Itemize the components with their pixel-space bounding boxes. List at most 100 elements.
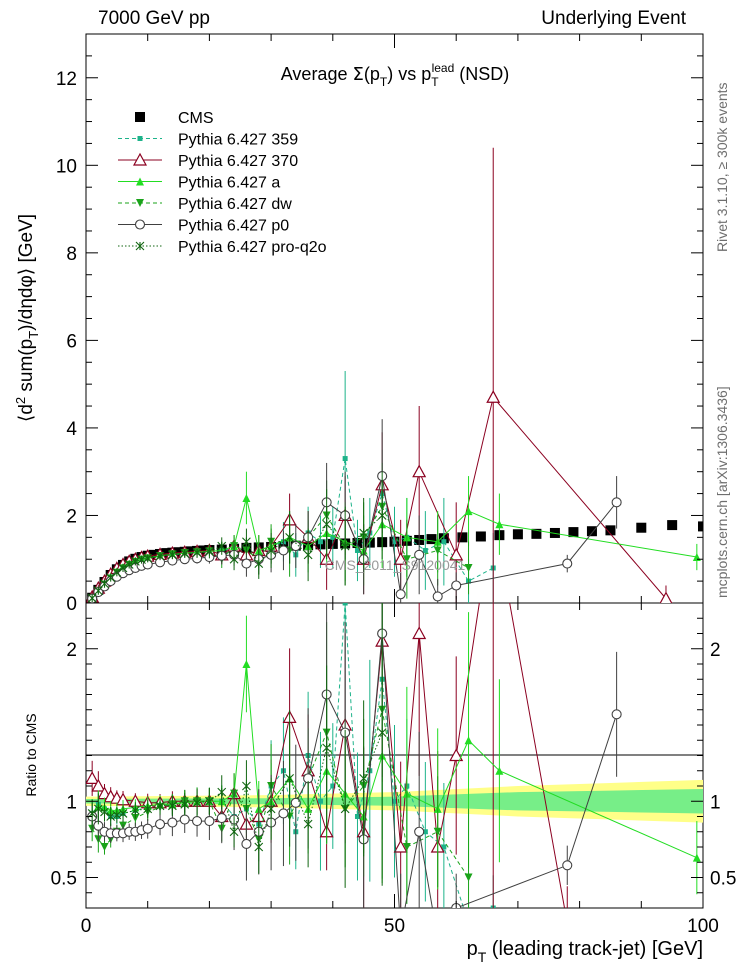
data-point [192,548,202,558]
data-point [698,521,703,532]
ratio-point [495,766,504,775]
ratio-point [340,804,350,814]
ytick-label: 4 [66,419,77,440]
data-point [611,497,622,508]
ratio-point [611,709,622,720]
data-point [354,547,360,553]
ratio-point [402,843,411,851]
ratio-point [466,921,471,926]
data-point [93,586,103,596]
data-point [322,519,332,529]
data-point [393,551,408,565]
series-line-pdw [91,505,469,599]
ratio-plot-data [86,603,701,928]
data-point [422,547,428,553]
ratio-point [464,873,473,882]
ratio-point [118,809,128,818]
legend-marker [132,152,148,166]
ytick-label: 10 [56,156,77,177]
data-point [241,558,252,569]
data-point [87,593,97,603]
legend-entry-pa: Pythia 6.427 a [118,175,280,192]
data-point [464,563,473,572]
ratio-ytick-label: 0.5 [51,869,77,890]
ratio-line-p370 [91,603,566,908]
ratio-point [449,748,464,762]
series-pq2o [87,471,387,603]
data-point [531,528,542,539]
ratio-line-p359 [91,603,494,908]
legend-label: Pythia 6.427 dw [178,196,292,213]
legend-entry-pq2o: Pythia 6.427 pro-q2o [118,239,327,256]
process-label: Underlying Event [541,8,686,29]
data-point [155,551,165,561]
ratio-point [254,842,264,852]
ratio-point [433,827,442,836]
ratio-point [229,827,239,837]
ratio-point [93,804,103,814]
ratio-point [167,801,177,811]
ratio-point [242,781,251,791]
data-point [278,545,289,556]
series-line-p359 [91,458,494,599]
data-point [130,557,140,566]
data-point [512,529,523,540]
legend-entry-pdw: Pythia 6.427 dw [118,196,292,213]
ratio-point [322,743,332,753]
data-point [217,541,227,551]
ratio-point [86,771,100,784]
ratio-point [330,783,336,789]
legend-label: CMS [178,110,214,127]
ratio-point [561,917,573,928]
data-point [161,548,172,559]
data-point [242,493,251,502]
series-p370 [86,147,673,603]
ratio-point [192,798,202,808]
ratio-point [217,787,227,797]
data-point [449,547,464,561]
data-point [441,539,447,545]
data-point [285,532,294,542]
ratio-point [167,817,178,828]
data-point [667,520,678,531]
data-point [402,555,411,564]
ratio-series-pq2o [87,603,387,888]
data-point [303,550,313,560]
ratio-point [464,736,473,745]
ytick-label: 12 [56,69,77,90]
data-point [342,456,348,462]
ratio-point [692,853,701,862]
chart-title: Average Σ(pT) vs pTlead (NSD) [281,61,510,89]
data-point [112,567,122,577]
legend-entry-cms: CMS [135,110,214,127]
data-point [457,532,468,543]
data-point [659,591,673,603]
data-point [242,537,251,547]
data-point [180,549,190,558]
legend-marker [137,136,143,141]
ytick-label: 6 [66,331,77,352]
xtick-label: 0 [81,916,92,937]
ratio-line-pq2o [91,732,383,849]
legend-label: Pythia 6.427 p0 [178,218,289,235]
ratio-point [241,838,252,850]
ratio-point [179,814,190,825]
ratio-point [278,808,289,819]
ratio-series-p359 [89,603,496,926]
ratio-series-pdw [88,603,473,908]
xtick-label: 100 [687,916,719,937]
data-point [106,573,116,583]
ratio-point [422,829,428,835]
ratio-point [180,799,190,809]
ratio-point [100,807,109,817]
data-point [266,546,276,555]
ratio-point [155,801,165,811]
ratio-point [393,839,408,853]
ratio-ytick-label: 2 [66,640,77,661]
data-point [562,558,573,569]
data-point [317,539,323,545]
legend-marker [135,112,145,122]
ytick-label: 2 [66,506,77,527]
data-point [124,560,134,569]
data-point [290,541,301,552]
